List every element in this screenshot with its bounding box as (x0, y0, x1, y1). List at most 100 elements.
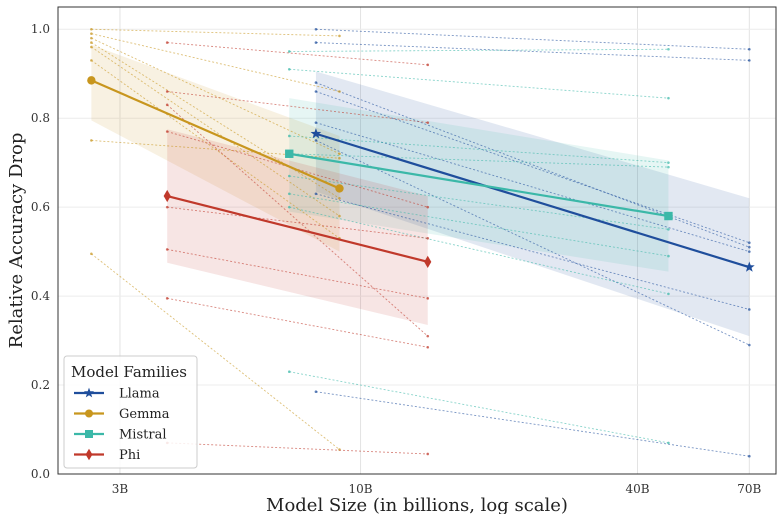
llama-task-point (748, 47, 751, 51)
x-tick-label: 70B (737, 482, 761, 496)
gemma-task-point (338, 90, 341, 93)
gemma-task-point (90, 45, 93, 49)
phi-band (167, 129, 428, 326)
llama-task-point (314, 121, 318, 124)
gemma-task-line (91, 42, 340, 199)
phi-mean-point (163, 189, 171, 203)
mistral-task-point (287, 50, 291, 53)
phi-task-point (426, 334, 430, 338)
mistral-task-point (667, 254, 670, 258)
mistral-task-point (667, 228, 670, 231)
y-tick-label: 0.6 (31, 200, 50, 214)
phi-task-point (165, 90, 169, 93)
gemma-task-point (90, 252, 93, 256)
gemma-legend-label: Gemma (119, 407, 170, 422)
llama-mean-line (315, 132, 750, 269)
y-tick-label: 1.0 (31, 22, 50, 36)
gemma-task-line (91, 253, 340, 450)
mistral-task-line (289, 153, 669, 168)
confidence-bands (91, 44, 750, 337)
phi-task-point (165, 297, 169, 300)
mistral-task-point (667, 165, 670, 169)
llama-task-point (314, 81, 318, 84)
x-tick-label: 3B (112, 482, 129, 496)
task-lines (90, 27, 751, 458)
phi-task-point (426, 452, 430, 456)
gemma-task-point (90, 27, 93, 31)
phi-task-line (167, 42, 428, 66)
phi-task-point (426, 63, 430, 67)
y-tick-label: 0.0 (31, 467, 50, 481)
y-tick-label: 0.4 (31, 289, 50, 303)
mistral-task-point (287, 134, 291, 138)
gemma-task-point (338, 156, 341, 160)
llama-task-point (314, 41, 318, 44)
gemma-task-point (90, 32, 93, 35)
gemma-task-point (338, 196, 341, 200)
llama-task-point (314, 192, 318, 196)
gemma-task-point (338, 214, 341, 218)
llama-task-line (315, 28, 750, 50)
mistral-task-point (287, 67, 291, 71)
phi-task-point (165, 205, 169, 209)
llama-task-point (748, 245, 751, 249)
mistral-task-point (287, 205, 291, 209)
gemma-task-point (338, 152, 341, 156)
phi-task-point (426, 236, 430, 240)
llama-task-point (748, 308, 751, 311)
phi-task-point (165, 248, 169, 251)
mistral-task-point (667, 441, 670, 445)
x-tick-label: 40B (625, 482, 649, 496)
mistral-task-line (289, 206, 669, 295)
phi-mean-line (166, 194, 429, 263)
legend-items: Llama Gemma Mistral Phi (74, 387, 170, 463)
llama-task-point (314, 390, 318, 394)
gemma-task-line (91, 33, 340, 92)
mistral-task-point (667, 292, 670, 296)
plot-frame (57, 6, 777, 475)
llama-task-line (315, 91, 750, 244)
mistral-task-point (667, 161, 670, 164)
mistral-task-line (289, 68, 669, 99)
mistral-mean-point (285, 149, 294, 158)
mistral-task-point (287, 192, 291, 196)
phi-mean-point (424, 255, 432, 268)
llama-legend-marker (83, 387, 95, 398)
llama-task-point (748, 59, 751, 62)
llama-task-point (748, 343, 751, 347)
x-axis-label: Model Size (in billions, log scale) (266, 495, 568, 514)
gemma-mean-point (335, 184, 344, 193)
gemma-task-line (91, 37, 340, 155)
mistral-task-line (289, 193, 669, 257)
phi-task-point (426, 345, 430, 349)
llama-mean-point (743, 261, 755, 272)
mistral-mean-point (664, 211, 673, 221)
llama-task-point (748, 241, 751, 245)
llama-task-point (314, 90, 318, 93)
phi-legend-label: Phi (119, 448, 140, 463)
legend-item-llama: Llama (74, 387, 160, 402)
y-tick-labels: 0.0 0.2 0.4 0.6 0.8 1.0 (31, 22, 50, 481)
llama-task-line (315, 122, 750, 253)
mean-lines (87, 76, 755, 272)
phi-task-line (167, 248, 428, 299)
legend-title: Model Families (71, 363, 187, 381)
legend-item-mistral: Mistral (74, 428, 167, 443)
phi-task-point (165, 103, 169, 107)
mistral-legend-marker (85, 430, 93, 438)
llama-task-line (315, 193, 750, 310)
gemma-task-point (90, 41, 93, 44)
phi-task-line (167, 442, 428, 455)
gemma-legend-marker (85, 409, 93, 418)
mistral-legend-label: Mistral (119, 428, 167, 443)
legend-item-gemma: Gemma (74, 407, 170, 422)
mistral-task-line (289, 371, 669, 444)
mistral-task-line (289, 135, 669, 164)
gemma-task-point (90, 36, 93, 40)
y-tick-label: 0.2 (31, 378, 50, 392)
mistral-task-point (667, 47, 670, 51)
gemma-task-line (91, 139, 340, 159)
phi-task-point (426, 297, 430, 300)
llama-task-line (315, 391, 750, 457)
phi-task-point (426, 121, 430, 124)
